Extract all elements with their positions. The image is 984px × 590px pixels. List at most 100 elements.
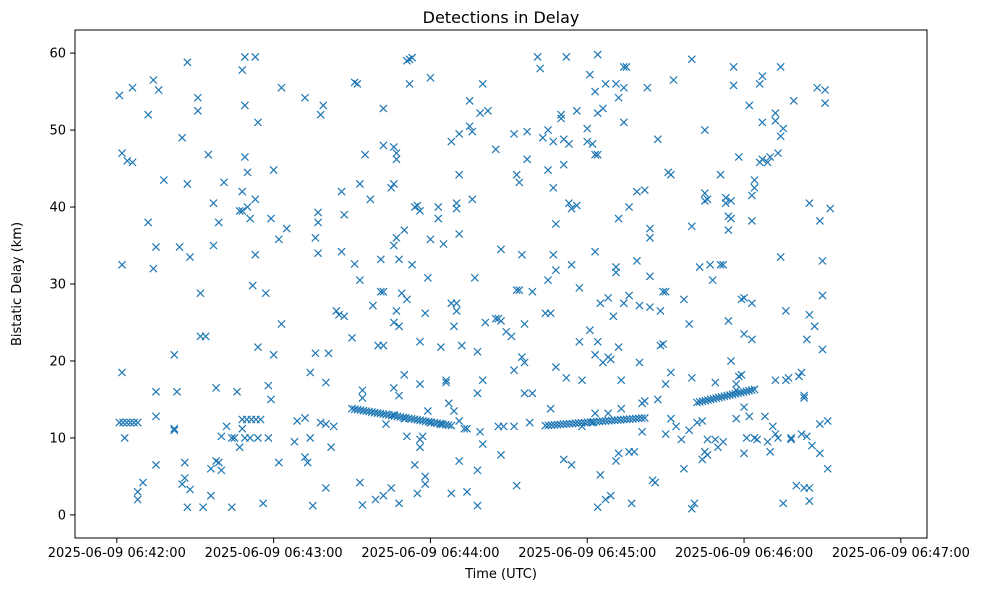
x-tick-label: 2025-06-09 06:46:00 xyxy=(675,546,813,561)
data-point-x-marker xyxy=(201,332,210,341)
x-axis-label: Time (UTC) xyxy=(464,567,537,582)
data-point-x-marker xyxy=(460,424,469,433)
data-point-x-marker xyxy=(246,214,255,223)
data-point-x-marker xyxy=(567,460,576,469)
data-point-x-marker xyxy=(392,306,401,315)
data-point-x-marker xyxy=(679,295,688,304)
data-point-x-marker xyxy=(614,449,623,458)
data-point-x-marker xyxy=(645,303,654,312)
data-point-x-marker xyxy=(512,170,521,179)
data-point-x-marker xyxy=(496,450,506,459)
data-point-x-marker xyxy=(687,373,696,382)
data-point-x-marker xyxy=(575,283,584,292)
data-point-x-marker xyxy=(583,124,592,133)
data-point-x-marker xyxy=(591,87,600,96)
data-point-x-marker xyxy=(687,222,696,231)
data-point-x-marker xyxy=(434,214,443,223)
data-point-x-marker xyxy=(745,101,754,110)
data-point-x-marker xyxy=(661,430,670,439)
data-point-x-marker xyxy=(815,449,824,458)
data-point-x-marker xyxy=(321,483,330,492)
data-point-x-marker xyxy=(708,276,717,285)
data-point-x-marker xyxy=(212,383,221,392)
data-point-x-marker xyxy=(151,412,161,421)
data-point-x-marker xyxy=(645,233,654,242)
data-point-x-marker xyxy=(149,76,158,85)
data-point-x-marker xyxy=(732,380,741,389)
data-point-x-marker xyxy=(463,487,472,496)
data-point-x-marker xyxy=(523,127,532,136)
data-point-x-marker xyxy=(447,489,456,498)
data-point-x-marker xyxy=(800,393,809,402)
data-point-x-marker xyxy=(449,322,458,331)
data-point-x-marker xyxy=(732,414,741,423)
data-point-x-marker xyxy=(745,412,754,421)
data-point-x-marker xyxy=(366,195,375,204)
data-point-x-marker xyxy=(771,116,780,125)
data-point-x-marker xyxy=(209,199,218,208)
data-point-x-marker xyxy=(235,443,244,452)
data-point-x-marker xyxy=(591,247,600,256)
data-point-x-marker xyxy=(395,255,404,264)
data-point-x-marker xyxy=(800,391,809,400)
data-point-x-marker xyxy=(640,186,649,195)
data-point-x-marker xyxy=(455,129,464,138)
data-point-x-marker xyxy=(763,437,772,446)
data-point-x-marker xyxy=(766,152,775,162)
data-point-x-marker xyxy=(698,416,707,426)
data-point-x-marker xyxy=(217,466,226,475)
data-point-x-marker xyxy=(549,137,558,146)
data-point-x-marker xyxy=(585,70,594,79)
data-point-x-marker xyxy=(755,79,764,88)
data-point-x-marker xyxy=(170,350,179,359)
data-point-x-marker xyxy=(747,386,756,395)
data-point-x-marker xyxy=(593,503,602,512)
data-point-x-marker xyxy=(606,491,615,500)
data-point-x-marker xyxy=(214,218,223,227)
data-point-x-marker xyxy=(183,503,192,512)
data-point-x-marker xyxy=(512,286,521,295)
data-point-x-marker xyxy=(802,432,811,441)
chart-title: Detections in Delay xyxy=(423,8,580,27)
data-point-x-marker xyxy=(546,309,555,318)
data-point-x-marker xyxy=(413,201,422,210)
data-point-x-marker xyxy=(711,378,720,387)
data-point-x-marker xyxy=(619,83,628,92)
data-point-x-marker xyxy=(126,418,135,427)
data-point-x-marker xyxy=(821,99,830,108)
data-point-x-marker xyxy=(389,241,398,250)
data-point-x-marker xyxy=(794,372,803,381)
data-point-x-marker xyxy=(327,443,336,452)
data-point-x-marker xyxy=(711,435,720,444)
data-point-x-marker xyxy=(630,447,639,456)
data-point-x-marker xyxy=(588,139,597,148)
data-point-x-marker xyxy=(449,406,458,416)
data-point-x-marker xyxy=(240,52,249,61)
x-tick-label: 2025-06-09 06:42:00 xyxy=(48,546,186,561)
data-point-x-marker xyxy=(387,183,396,192)
data-point-x-marker xyxy=(256,415,265,424)
data-point-x-marker xyxy=(499,422,508,431)
data-point-x-marker xyxy=(510,129,519,138)
data-point-x-marker xyxy=(392,233,401,242)
data-point-x-marker xyxy=(133,495,142,504)
data-point-x-marker xyxy=(473,389,482,398)
data-point-x-marker xyxy=(381,420,391,429)
data-point-x-marker xyxy=(238,187,247,196)
data-point-x-marker xyxy=(520,319,529,329)
data-point-x-marker xyxy=(577,376,587,385)
data-point-x-marker xyxy=(397,289,406,298)
data-point-x-marker xyxy=(355,276,364,285)
data-point-x-marker xyxy=(724,226,733,235)
data-point-x-marker xyxy=(253,343,262,352)
data-point-x-marker xyxy=(303,458,312,467)
data-point-x-marker xyxy=(789,96,798,105)
x-tick-label: 2025-06-09 06:47:00 xyxy=(832,546,970,561)
data-point-x-marker xyxy=(666,368,675,377)
data-point-x-marker xyxy=(557,110,566,119)
data-point-x-marker xyxy=(687,55,696,64)
plot-area-frame xyxy=(74,29,928,539)
data-point-x-marker xyxy=(478,376,487,385)
